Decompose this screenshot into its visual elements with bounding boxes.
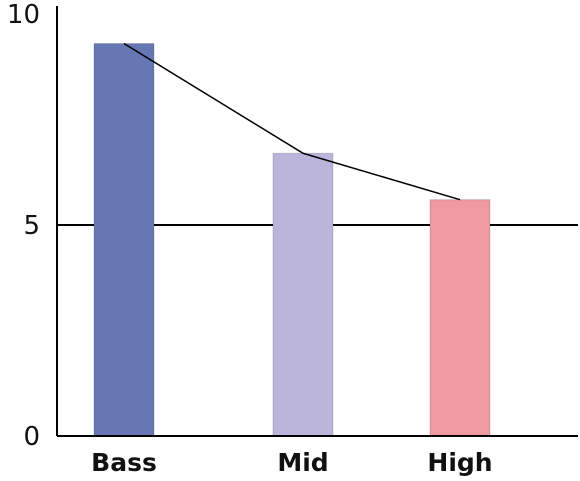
bar-mid xyxy=(272,152,334,437)
y-tick-label-5: 5 xyxy=(23,211,40,241)
trend-line xyxy=(123,42,461,201)
bars-layer xyxy=(93,43,491,437)
x-label-mid: Mid xyxy=(277,448,328,477)
bar-high xyxy=(429,199,491,437)
overlay-line-layer xyxy=(123,42,461,201)
x-label-bass: Bass xyxy=(91,448,157,477)
y-tick-label-0: 0 xyxy=(23,422,40,452)
x-label-high: High xyxy=(427,448,492,477)
y-tick-label-10: 10 xyxy=(7,0,40,30)
axes-layer xyxy=(56,6,578,437)
x-category-labels: Bass Mid High xyxy=(91,448,492,477)
y-tick-labels: 0 5 10 xyxy=(7,0,40,452)
bar-bass xyxy=(93,43,155,437)
